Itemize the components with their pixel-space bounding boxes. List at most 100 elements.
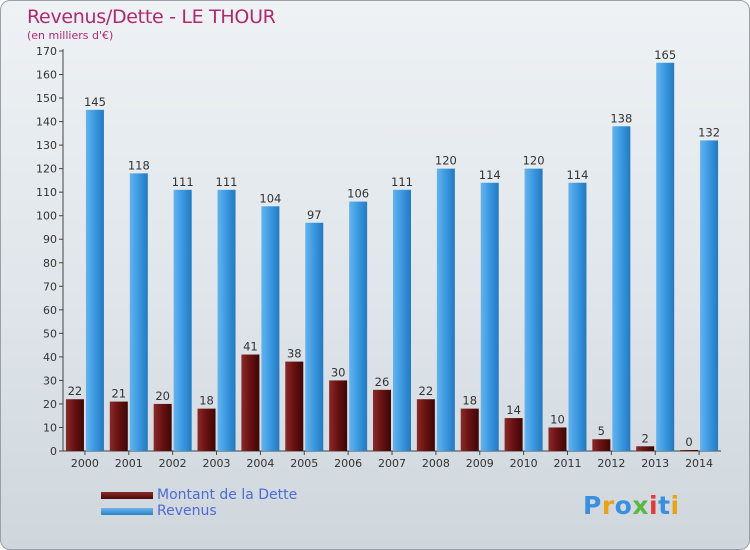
bar-dette [373, 389, 391, 451]
logo-letter: o [614, 491, 633, 520]
x-tick-label: 2003 [203, 457, 231, 470]
y-tick-label: 120 [36, 163, 57, 176]
y-tick-label: 140 [36, 116, 57, 129]
x-tick-label: 2008 [422, 457, 450, 470]
data-label: 104 [259, 191, 281, 205]
x-tick-label: 2007 [378, 457, 406, 470]
legend: Montant de la Dette Revenus [101, 487, 297, 519]
bar-revenus [393, 189, 411, 451]
bar-revenus [700, 140, 719, 452]
logo-letter: i [670, 491, 680, 520]
bar-dette [680, 450, 699, 451]
x-tick-label: 2004 [246, 457, 274, 470]
data-label: 10 [550, 412, 565, 426]
axes: 0102030405060708090100110120130140150160… [36, 45, 721, 470]
bar-dette [285, 361, 304, 451]
legend-label-revenus: Revenus [157, 503, 217, 519]
data-label: 114 [479, 168, 501, 182]
bar-revenus [173, 189, 192, 451]
bar-revenus [349, 201, 368, 451]
legend-item-revenus: Revenus [101, 503, 297, 519]
bar-revenus [480, 182, 499, 451]
bar-revenus [261, 206, 280, 451]
y-tick-label: 100 [36, 210, 57, 223]
legend-swatch-dette [101, 491, 153, 499]
bar-dette [636, 446, 655, 451]
bar-dette [197, 408, 216, 451]
x-tick-label: 2002 [159, 457, 187, 470]
bar-revenus [568, 182, 587, 451]
data-label: 114 [566, 168, 588, 182]
data-label: 106 [347, 187, 369, 201]
legend-swatch-revenus [101, 507, 153, 515]
y-tick-label: 160 [36, 69, 57, 82]
bar-dette [109, 401, 128, 451]
y-tick-label: 110 [36, 186, 57, 199]
data-label: 22 [68, 384, 83, 398]
y-tick-label: 90 [43, 233, 57, 246]
bar-revenus [436, 168, 455, 451]
y-tick-label: 30 [43, 374, 57, 387]
bar-revenus [129, 173, 148, 451]
bar-revenus [524, 168, 543, 451]
data-label: 22 [419, 384, 434, 398]
x-tick-label: 2000 [71, 457, 99, 470]
data-label: 5 [598, 424, 605, 438]
logo-letter: x [632, 491, 649, 520]
bar-dette [416, 399, 435, 451]
x-tick-label: 2005 [290, 457, 318, 470]
bars [65, 62, 719, 452]
y-tick-label: 170 [36, 45, 57, 58]
bar-dette [504, 418, 523, 451]
data-label: 111 [172, 175, 194, 189]
chart-subtitle: (en milliers d'€) [27, 29, 114, 42]
y-tick-label: 130 [36, 139, 57, 152]
data-label: 118 [128, 158, 150, 172]
bar-revenus [217, 189, 236, 451]
x-tick-label: 2006 [334, 457, 362, 470]
data-label: 165 [654, 48, 676, 62]
data-label: 20 [155, 389, 170, 403]
bar-dette [153, 403, 172, 451]
data-label: 145 [84, 95, 106, 109]
logo-letter: t [658, 491, 671, 520]
x-tick-label: 2009 [466, 457, 494, 470]
x-tick-label: 2013 [641, 457, 669, 470]
bar-dette [241, 354, 260, 451]
data-label: 14 [506, 403, 521, 417]
x-tick-label: 2014 [685, 457, 713, 470]
y-tick-label: 80 [43, 257, 57, 270]
data-label: 111 [391, 175, 413, 189]
bar-dette [548, 427, 567, 451]
bar-revenus [656, 62, 675, 451]
bar-dette [592, 439, 611, 451]
bar-dette [65, 399, 84, 451]
y-tick-label: 150 [36, 92, 57, 105]
x-tick-label: 2001 [115, 457, 143, 470]
bar-revenus [85, 109, 104, 451]
data-label: 18 [462, 394, 477, 408]
y-tick-label: 60 [43, 304, 57, 317]
data-label: 2 [642, 431, 649, 445]
y-tick-label: 0 [50, 445, 57, 458]
data-label: 132 [698, 125, 720, 139]
data-label: 120 [523, 154, 545, 168]
logo-letter: r [601, 491, 615, 520]
data-label: 41 [243, 340, 258, 354]
chart-title: Revenus/Dette - LE THOUR [27, 6, 276, 28]
bar-revenus [612, 126, 631, 451]
y-tick-label: 40 [43, 351, 57, 364]
bar-revenus [305, 222, 324, 451]
y-tick-label: 70 [43, 280, 57, 293]
data-label: 120 [435, 154, 457, 168]
logo-letter: i [649, 491, 659, 520]
data-label: 18 [199, 394, 214, 408]
y-tick-label: 10 [43, 421, 57, 434]
data-label: 97 [307, 208, 322, 222]
x-tick-label: 2012 [597, 457, 625, 470]
bar-dette [460, 408, 479, 451]
x-tick-label: 2011 [553, 457, 581, 470]
